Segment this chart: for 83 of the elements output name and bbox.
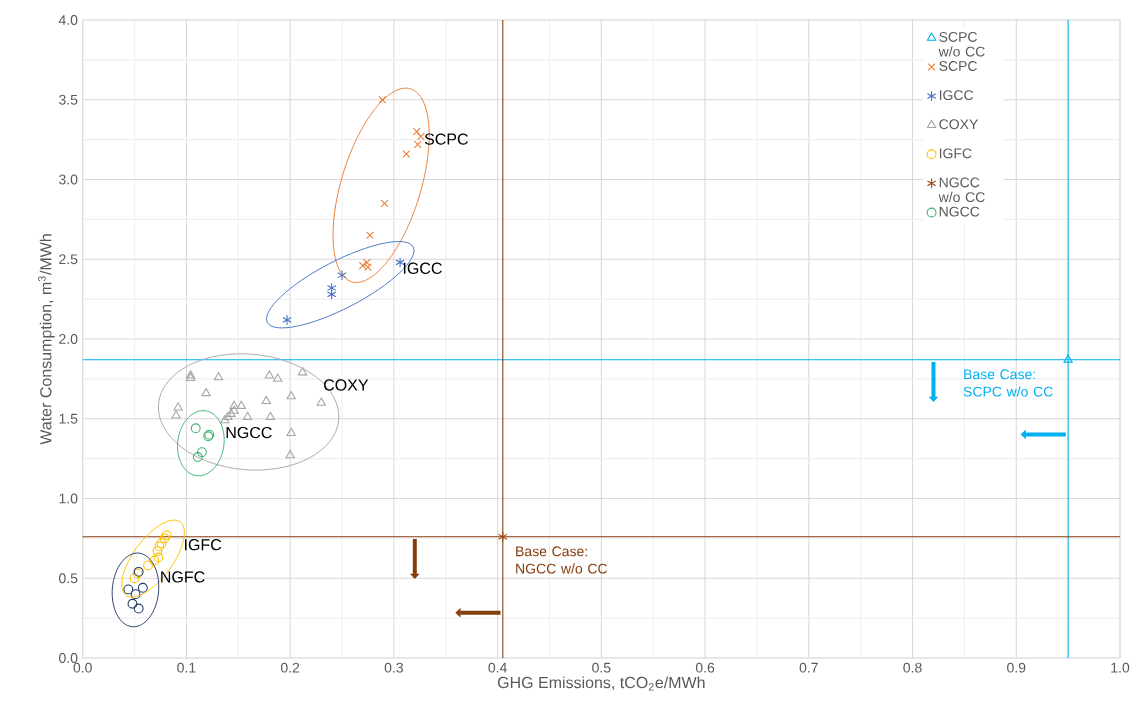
- point: [236, 400, 247, 409]
- point: [498, 531, 508, 543]
- y-tick-label: 2.0: [59, 334, 78, 344]
- point: [380, 199, 389, 208]
- annotation: COXY: [324, 379, 369, 391]
- point: [173, 402, 183, 411]
- point: [413, 140, 422, 149]
- point: [229, 405, 239, 414]
- legend-label: COXY: [939, 119, 979, 130]
- point: [286, 391, 296, 400]
- x-tick-label: 1.0: [1111, 662, 1130, 673]
- legend-label: IGCC: [939, 90, 974, 101]
- point: [282, 314, 292, 326]
- point: [143, 560, 153, 571]
- x-axis-title: GHG Emissions, tCO$_{2}$e/MWh: [497, 676, 705, 691]
- point: [226, 408, 236, 417]
- point: [366, 231, 374, 240]
- point: [201, 387, 211, 397]
- legend-label: NGCC w/o CC: [938, 177, 985, 203]
- point: [133, 603, 144, 614]
- y-tick-label: 3.0: [59, 174, 78, 185]
- x-tick-label: 0.2: [280, 662, 300, 673]
- legend-label: NGCC: [939, 206, 980, 217]
- legend-label: IGFC: [939, 148, 972, 159]
- y-tick-label: 0.0: [59, 653, 78, 663]
- point: [412, 127, 421, 136]
- point: [285, 450, 295, 459]
- point: [337, 269, 347, 281]
- x-tick-label: 0.3: [384, 662, 403, 673]
- y-tick-label: 1.0: [59, 493, 78, 504]
- point: [123, 584, 134, 595]
- point: [229, 400, 239, 409]
- point: [273, 373, 283, 382]
- x-tick-label: 0.8: [903, 662, 922, 673]
- annotation: SCPC: [424, 133, 468, 145]
- annotation: IGFC: [185, 539, 222, 551]
- legend-label: SCPC w/o CC: [938, 31, 985, 57]
- x-tick-label: 0.6: [695, 662, 715, 673]
- y-tick-label: 4.0: [58, 15, 78, 25]
- point: [137, 582, 148, 593]
- point: [130, 589, 141, 600]
- point: [190, 423, 201, 434]
- y-tick-label: 1.5: [59, 413, 78, 424]
- point: [149, 555, 160, 566]
- y-tick-label: 3.5: [59, 94, 78, 105]
- point: [395, 257, 405, 268]
- point: [197, 447, 207, 458]
- point: [316, 397, 326, 406]
- y-axis-title: Water Consumption, m$^{3}$/MWh: [38, 234, 55, 445]
- x-tick-label: 0.0: [73, 662, 92, 673]
- point: [264, 370, 275, 379]
- x-tick-label: 0.5: [592, 662, 611, 673]
- annotation: NGFC: [161, 571, 205, 583]
- ref-line-label: Base Case: SCPC w/o CC: [963, 369, 1053, 397]
- x-tick-label: 0.4: [488, 662, 507, 673]
- point: [265, 411, 276, 421]
- ref-line-label: Base Case: NGCC w/o CC: [516, 546, 608, 574]
- legend-label: SCPC: [939, 61, 977, 71]
- point: [213, 371, 224, 381]
- point: [171, 410, 181, 419]
- point: [261, 395, 271, 405]
- point: [242, 411, 253, 421]
- annotation: IGCC: [403, 262, 442, 274]
- y-tick-label: 0.5: [59, 573, 78, 584]
- x-tick-label: 0.7: [799, 662, 818, 673]
- y-tick-label: 2.5: [59, 254, 78, 265]
- point: [192, 452, 203, 462]
- point: [378, 95, 387, 104]
- x-tick-label: 0.1: [177, 662, 196, 673]
- point: [153, 552, 164, 563]
- annotation: NGCC: [226, 426, 272, 439]
- point: [1063, 354, 1073, 363]
- point: [362, 258, 371, 267]
- point: [402, 150, 411, 158]
- x-tick-label: 0.9: [1007, 662, 1026, 673]
- point: [129, 573, 140, 584]
- point: [326, 288, 337, 300]
- point: [152, 546, 163, 557]
- point: [286, 427, 296, 437]
- point: [416, 132, 425, 141]
- point: [326, 282, 337, 294]
- point: [297, 367, 308, 376]
- point: [127, 598, 138, 609]
